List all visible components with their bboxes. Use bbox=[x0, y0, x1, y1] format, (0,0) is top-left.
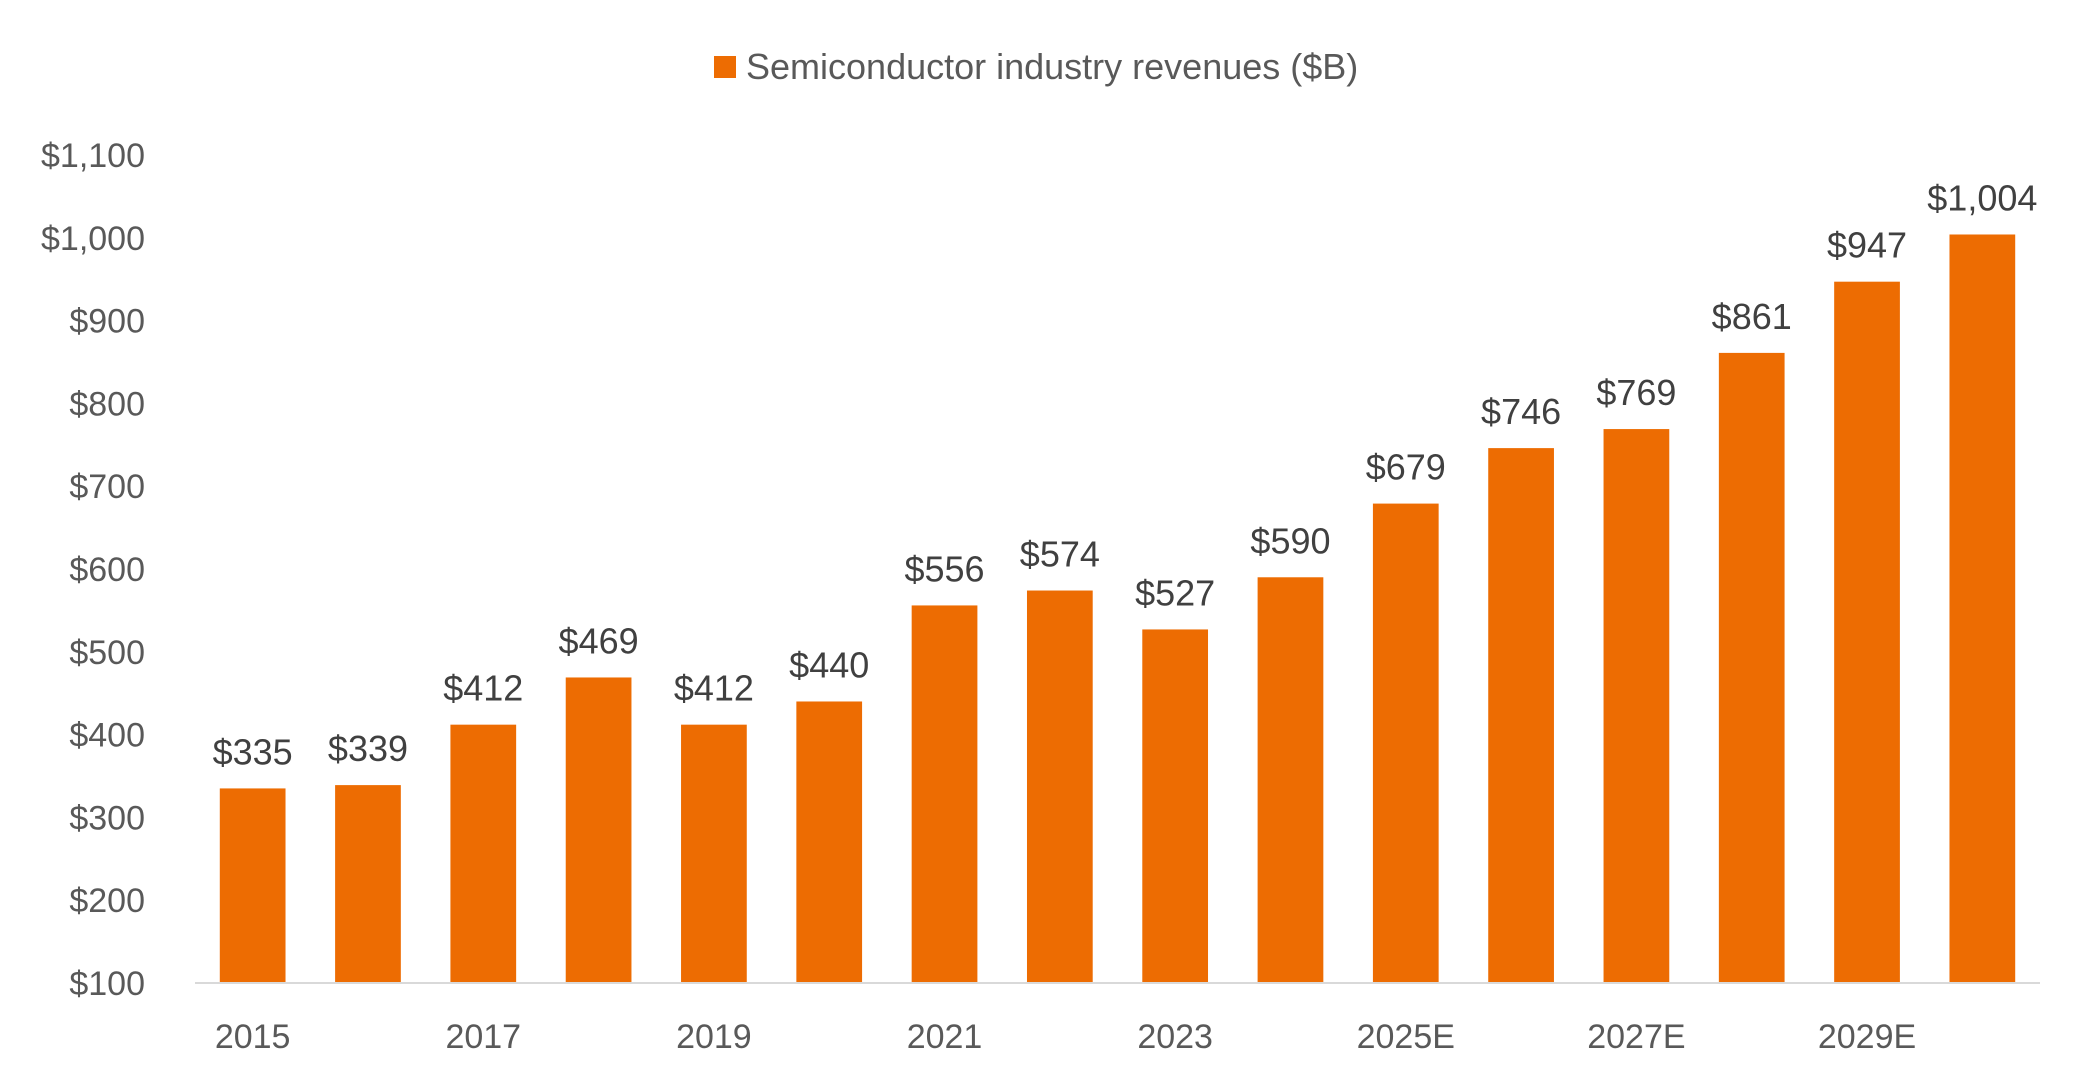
data-label: $412 bbox=[674, 668, 754, 709]
data-label: $769 bbox=[1596, 372, 1676, 413]
data-label: $335 bbox=[213, 731, 293, 772]
bar bbox=[1834, 281, 1900, 984]
x-tick-label: 2025E bbox=[1357, 1018, 1455, 1056]
bar bbox=[681, 724, 747, 983]
bar bbox=[450, 724, 517, 983]
y-tick-label: $600 bbox=[69, 551, 145, 589]
y-tick-label: $100 bbox=[69, 965, 145, 1003]
data-label: $679 bbox=[1366, 447, 1446, 488]
x-tick-label: 2017 bbox=[445, 1018, 521, 1056]
bar bbox=[911, 605, 978, 983]
legend: Semiconductor industry revenues ($B) bbox=[714, 46, 1358, 87]
bar bbox=[1257, 577, 1324, 983]
bar bbox=[1026, 590, 1093, 983]
x-tick-label: 2029E bbox=[1818, 1018, 1916, 1056]
data-label: $469 bbox=[559, 620, 639, 661]
data-label: $861 bbox=[1712, 296, 1792, 337]
legend-swatch bbox=[714, 56, 736, 78]
bar bbox=[1142, 629, 1209, 983]
y-tick-label: $1,100 bbox=[41, 137, 145, 175]
data-label: $590 bbox=[1250, 520, 1330, 561]
y-tick-label: $200 bbox=[69, 882, 145, 920]
y-tick-label: $1,000 bbox=[41, 220, 145, 258]
y-tick-label: $400 bbox=[69, 717, 145, 755]
data-label: $746 bbox=[1481, 391, 1561, 432]
legend-label: Semiconductor industry revenues ($B) bbox=[746, 46, 1358, 87]
bar bbox=[1718, 352, 1785, 984]
data-label: $527 bbox=[1135, 572, 1215, 613]
bar bbox=[1372, 503, 1439, 983]
x-tick-label: 2015 bbox=[215, 1018, 291, 1056]
bar bbox=[219, 788, 286, 983]
bar bbox=[1603, 429, 1670, 983]
x-tick-label: 2021 bbox=[907, 1018, 983, 1056]
x-tick-label: 2027E bbox=[1587, 1018, 1685, 1056]
y-tick-label: $500 bbox=[69, 634, 145, 672]
bar bbox=[1488, 448, 1554, 983]
data-labels: $335 $339 $412 $469 $412 $440 $556 $574 $527 $590… bbox=[213, 177, 2038, 772]
data-label: $556 bbox=[904, 548, 984, 589]
data-label: $412 bbox=[443, 668, 523, 709]
data-label: $574 bbox=[1020, 534, 1100, 575]
x-axis: 2015 2017 2019 2021 2023 2025E 2027E 2029E bbox=[215, 1018, 1916, 1056]
y-tick-label: $900 bbox=[69, 303, 145, 341]
y-tick-label: $700 bbox=[69, 468, 145, 506]
bar bbox=[1949, 234, 2016, 983]
data-label: $339 bbox=[328, 728, 408, 769]
bar bbox=[335, 785, 401, 983]
data-label: $1,004 bbox=[1927, 177, 2037, 218]
y-tick-label: $300 bbox=[69, 799, 145, 837]
bars bbox=[219, 234, 2016, 984]
x-tick-label: 2023 bbox=[1137, 1018, 1213, 1056]
bar bbox=[796, 701, 863, 983]
x-tick-label: 2019 bbox=[676, 1018, 752, 1056]
y-tick-label: $800 bbox=[69, 385, 145, 423]
y-axis: $100 $200 $300 $400 $500 $600 $700 $800 $900 $1,0… bbox=[41, 137, 145, 1003]
data-label: $440 bbox=[789, 644, 869, 685]
bar bbox=[565, 677, 632, 983]
data-label: $947 bbox=[1827, 225, 1907, 266]
